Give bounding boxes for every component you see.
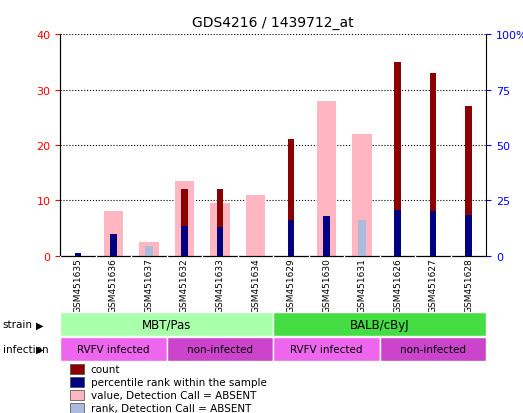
Bar	[217, 190, 223, 256]
Bar	[246, 195, 265, 256]
Bar	[274, 337, 380, 361]
Bar	[70, 377, 84, 387]
Bar	[139, 242, 158, 256]
Title: GDS4216 / 1439712_at: GDS4216 / 1439712_at	[192, 16, 354, 30]
Bar	[167, 337, 274, 361]
Text: percentile rank within the sample: percentile rank within the sample	[91, 377, 267, 387]
Text: BALB/cByJ: BALB/cByJ	[350, 318, 410, 331]
Text: infection: infection	[3, 344, 48, 354]
Text: non-infected: non-infected	[400, 344, 466, 354]
Bar	[145, 246, 153, 256]
Text: RVFV infected: RVFV infected	[77, 344, 150, 354]
Bar	[75, 254, 81, 256]
Text: non-infected: non-infected	[187, 344, 253, 354]
Bar	[274, 313, 486, 337]
Bar	[288, 221, 294, 256]
Text: value, Detection Call = ABSENT: value, Detection Call = ABSENT	[91, 390, 256, 400]
Text: ▶: ▶	[36, 344, 43, 354]
Bar	[217, 227, 223, 256]
Text: rank, Detection Call = ABSENT: rank, Detection Call = ABSENT	[91, 403, 251, 413]
Bar	[70, 390, 84, 400]
Text: RVFV infected: RVFV infected	[290, 344, 363, 354]
Bar	[317, 102, 336, 256]
Bar	[175, 181, 194, 256]
Bar	[380, 337, 486, 361]
Bar	[210, 204, 230, 256]
Bar	[465, 215, 472, 256]
Bar	[358, 221, 366, 256]
Bar	[70, 403, 84, 413]
Bar	[465, 107, 472, 256]
Bar	[181, 226, 188, 256]
Bar	[353, 135, 372, 256]
Text: count: count	[91, 364, 120, 374]
Bar	[288, 140, 294, 256]
Bar	[430, 212, 436, 256]
Bar	[60, 337, 167, 361]
Bar	[60, 313, 273, 337]
Bar	[104, 212, 123, 256]
Bar	[323, 216, 329, 256]
Bar	[70, 364, 84, 374]
Bar	[394, 63, 401, 256]
Text: MBT/Pas: MBT/Pas	[142, 318, 191, 331]
Bar	[110, 234, 117, 256]
Text: strain: strain	[3, 320, 32, 330]
Text: ▶: ▶	[36, 320, 43, 330]
Bar	[430, 74, 436, 256]
Bar	[181, 190, 188, 256]
Bar	[394, 211, 401, 256]
